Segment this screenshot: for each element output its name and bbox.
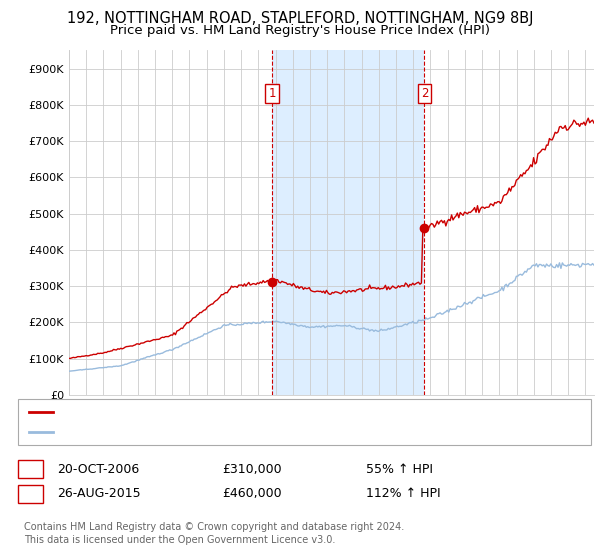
Bar — [272, 50, 424, 395]
Text: 55% ↑ HPI: 55% ↑ HPI — [366, 463, 433, 476]
Text: 192, NOTTINGHAM ROAD, STAPLEFORD, NOTTINGHAM, NG9 8BJ: 192, NOTTINGHAM ROAD, STAPLEFORD, NOTTIN… — [67, 11, 533, 26]
Text: 20-OCT-2006: 20-OCT-2006 — [57, 463, 139, 476]
Text: £310,000: £310,000 — [222, 463, 281, 476]
Text: 192, NOTTINGHAM ROAD, STAPLEFORD, NOTTINGHAM, NG9 8BJ (detached house): 192, NOTTINGHAM ROAD, STAPLEFORD, NOTTIN… — [59, 407, 516, 417]
Text: 2: 2 — [421, 87, 428, 100]
Text: 1: 1 — [268, 87, 276, 100]
Text: 112% ↑ HPI: 112% ↑ HPI — [366, 487, 440, 501]
Text: 26-AUG-2015: 26-AUG-2015 — [57, 487, 140, 501]
Text: £460,000: £460,000 — [222, 487, 281, 501]
Text: HPI: Average price, detached house, Broxtowe: HPI: Average price, detached house, Brox… — [59, 427, 317, 437]
Text: 2: 2 — [26, 487, 35, 501]
Text: 1: 1 — [26, 463, 35, 476]
Text: Contains HM Land Registry data © Crown copyright and database right 2024.
This d: Contains HM Land Registry data © Crown c… — [24, 522, 404, 545]
Text: Price paid vs. HM Land Registry's House Price Index (HPI): Price paid vs. HM Land Registry's House … — [110, 24, 490, 37]
